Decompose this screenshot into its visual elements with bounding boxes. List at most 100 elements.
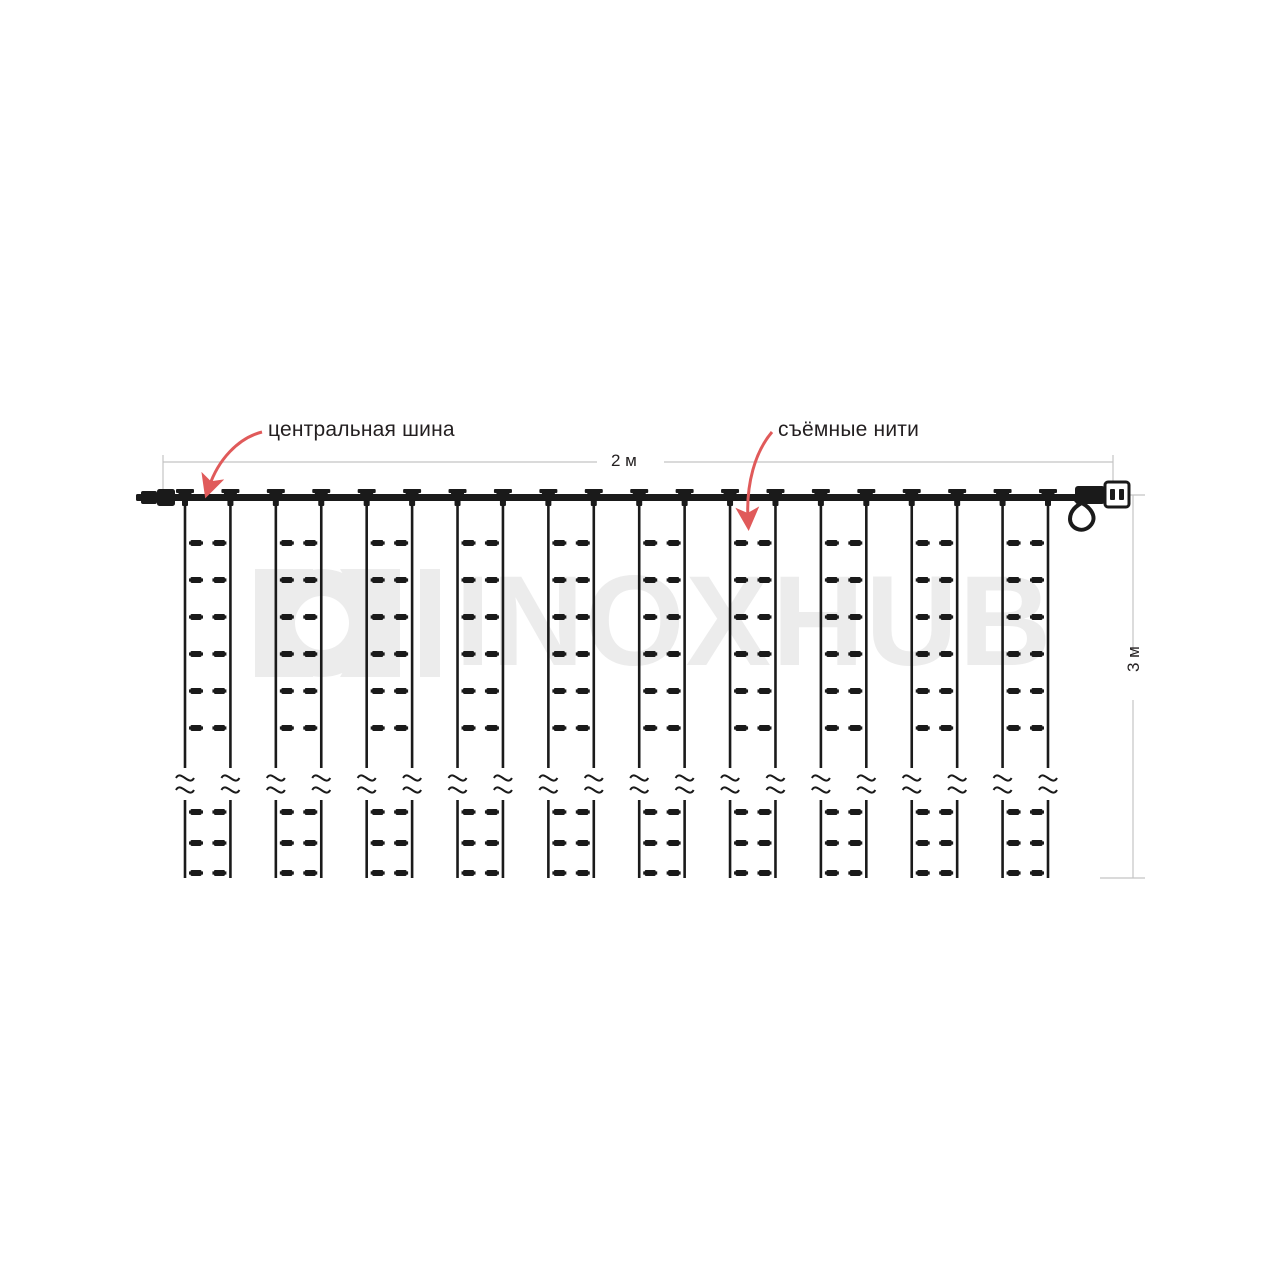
break-symbol [720,774,740,782]
strand [757,489,786,878]
led [303,809,318,815]
led [370,809,385,815]
led [939,651,954,657]
led [212,870,227,876]
led [484,688,499,694]
break-symbol [265,774,286,782]
led [757,870,772,876]
strand [1030,489,1058,878]
strand [992,489,1021,878]
led [484,809,499,815]
led [552,651,567,657]
led [666,577,681,583]
led [643,870,658,876]
led [461,870,476,876]
led [394,688,409,694]
led [279,725,294,731]
led [394,725,409,731]
led [370,577,385,583]
led [370,870,385,876]
break-symbol [947,774,968,782]
led [394,540,409,546]
led [461,840,476,846]
led [212,725,227,731]
led [1030,651,1044,657]
led [643,809,658,815]
arrow-to-strands [735,431,774,531]
led [824,577,839,583]
break-symbol [629,774,650,782]
led [757,651,772,657]
led [915,614,930,620]
led [643,614,658,620]
led [643,840,658,846]
led [734,688,749,694]
break-symbol [811,774,831,782]
led [303,614,318,620]
right-connector [1067,480,1131,532]
led [484,577,499,583]
led [575,725,590,731]
led [484,870,499,876]
led [824,809,839,815]
led [824,540,839,546]
led [461,540,476,546]
led [189,540,203,546]
led [734,725,749,731]
led [939,614,954,620]
led [666,651,681,657]
led [394,870,409,876]
led [757,577,772,583]
led [279,540,294,546]
led [666,840,681,846]
strand [901,489,930,878]
led [666,540,681,546]
strand [666,489,695,878]
led [915,577,930,583]
led [939,540,954,546]
led [552,577,567,583]
led [212,577,227,583]
led [461,725,476,731]
led [552,688,567,694]
led [824,651,839,657]
led [915,725,930,731]
led [189,870,203,876]
led [484,725,499,731]
strand [575,489,604,878]
led [189,725,203,731]
strand [394,489,422,878]
led [757,540,772,546]
led [303,577,318,583]
led [394,809,409,815]
led [189,688,203,694]
led [279,809,294,815]
led [303,651,318,657]
led [370,840,385,846]
led [939,725,954,731]
led [575,870,590,876]
led [279,688,294,694]
led [824,840,839,846]
led [643,540,658,546]
strand [939,489,968,878]
led [1030,870,1044,876]
strand [720,489,749,878]
led [212,688,227,694]
break-symbol [493,774,513,782]
led [666,688,681,694]
led [1030,577,1044,583]
led [734,840,749,846]
led [212,651,227,657]
led [189,809,203,815]
led [189,651,203,657]
break-symbol [447,774,468,782]
led [461,809,476,815]
led [484,614,499,620]
strand [629,489,658,878]
led [1030,540,1044,546]
led [552,540,567,546]
led [1006,577,1021,583]
led [575,651,590,657]
strand [811,489,839,878]
